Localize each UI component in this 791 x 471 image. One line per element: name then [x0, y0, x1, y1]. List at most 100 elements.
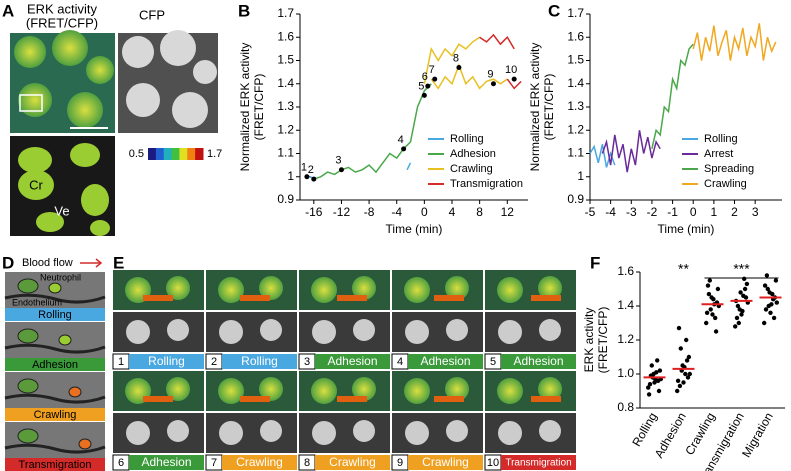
x-tick-label: -12 — [333, 205, 351, 219]
series-line — [313, 83, 432, 180]
fret-cell — [311, 378, 337, 404]
data-point — [765, 286, 770, 292]
cfp-cell — [126, 320, 150, 344]
data-point — [762, 320, 767, 326]
data-point — [769, 302, 774, 307]
annotation-point — [421, 92, 427, 98]
x-tick-label: -1 — [667, 205, 678, 219]
colorbar-step — [155, 148, 165, 160]
erk-signal — [434, 396, 464, 402]
data-point — [686, 354, 692, 360]
fret-cell — [404, 378, 430, 404]
colorbar-step — [148, 148, 157, 160]
neutrophil — [68, 386, 82, 398]
erk-signal — [143, 295, 173, 301]
y-tick-label: 1.4 — [617, 298, 634, 312]
legend-label: Rolling — [704, 133, 738, 145]
series-line — [423, 36, 508, 90]
colorbar-step — [187, 148, 196, 160]
endothelial-cell — [17, 428, 39, 444]
y-tick-label: 1.4 — [567, 76, 584, 90]
frame-stage-bar — [222, 455, 297, 470]
series-line — [651, 43, 694, 149]
annotation-label: 8 — [453, 52, 459, 64]
fret-cell — [218, 378, 244, 404]
fret-cell — [218, 277, 244, 303]
y-tick-label: 1.3 — [567, 99, 584, 113]
x-tick-label: -3 — [626, 205, 637, 219]
data-point — [713, 329, 719, 334]
frame-number: 6 — [118, 457, 124, 469]
y-tick-label: 1.6 — [277, 29, 294, 43]
y-tick-label: 1.0 — [617, 366, 634, 380]
data-point — [762, 283, 768, 288]
data-point — [647, 382, 653, 387]
series-line — [479, 33, 522, 90]
legend-label: Crawling — [450, 163, 493, 175]
annotation-point — [425, 83, 431, 89]
panel-label: A — [2, 1, 14, 20]
data-point — [684, 358, 690, 363]
cfp-cell — [219, 421, 243, 445]
y-tick-label: 1.1 — [277, 146, 294, 160]
data-point — [705, 283, 711, 288]
x-axis-label: Time (min) — [658, 222, 715, 236]
x-tick-label: -5 — [585, 205, 596, 219]
data-point — [735, 303, 741, 309]
panel-label: C — [548, 1, 560, 20]
y-tick-label: 1.2 — [567, 122, 584, 136]
cr-label: Cr — [29, 177, 43, 192]
frame-stage: Transmigration — [505, 458, 571, 469]
fret-cell — [497, 378, 523, 404]
frame-stage: Adhesion — [141, 455, 191, 469]
frame-number: 2 — [211, 356, 217, 368]
frame-stage: Crawling — [422, 455, 469, 469]
annotation-point — [338, 167, 344, 173]
data-point — [687, 371, 692, 377]
x-tick-label: -8 — [364, 205, 375, 219]
data-point — [764, 273, 770, 278]
y-axis-label: (FRET/CFP) — [542, 74, 556, 141]
legend-label: Crawling — [704, 178, 747, 190]
endothelial-cell — [17, 378, 39, 394]
y-tick-label: 1 — [577, 169, 584, 183]
x-tick-label: 3 — [752, 205, 759, 219]
y-tick-label: 1.6 — [617, 264, 634, 278]
data-point — [652, 380, 657, 385]
endothelium — [4, 293, 106, 304]
y-axis-label: (FRET/CFP) — [252, 74, 266, 141]
erk-signal — [240, 396, 270, 402]
neutrophil — [78, 438, 92, 450]
cfp-cell — [405, 320, 429, 344]
frame-number: 4 — [397, 356, 403, 368]
y-tick-label: 1.1 — [567, 146, 584, 160]
erk-signal — [531, 295, 561, 301]
cfp-cell — [312, 320, 336, 344]
data-point — [646, 392, 652, 397]
y-tick-label: 1.2 — [277, 122, 294, 136]
annotation-point — [401, 146, 407, 152]
frame-number: 7 — [211, 457, 217, 469]
frame-stage-bar — [315, 354, 390, 369]
data-point — [736, 320, 741, 326]
endothelial-cell — [17, 278, 39, 294]
annotation-label: 6 — [422, 71, 428, 83]
cfp-cell — [446, 319, 468, 341]
erk-signal — [143, 396, 173, 402]
cfp-cell — [353, 420, 375, 442]
annotation-label: 1 — [301, 162, 307, 174]
x-tick-label: 0 — [690, 205, 697, 219]
x-tick-label: -4 — [391, 205, 402, 219]
frame-stage-bar — [222, 354, 297, 369]
frame-number: 9 — [397, 457, 403, 469]
stage-bar — [5, 408, 105, 421]
x-tick-label: 8 — [476, 205, 483, 219]
cfp-cell — [498, 421, 522, 445]
data-point — [649, 363, 654, 368]
frame-number: 5 — [490, 356, 496, 368]
frame-stage: Adhesion — [420, 354, 470, 368]
frame-stage: Adhesion — [513, 354, 563, 368]
data-point — [739, 312, 744, 317]
y-tick-label: 1.3 — [277, 99, 294, 113]
x-tick-label: 0 — [421, 205, 428, 219]
